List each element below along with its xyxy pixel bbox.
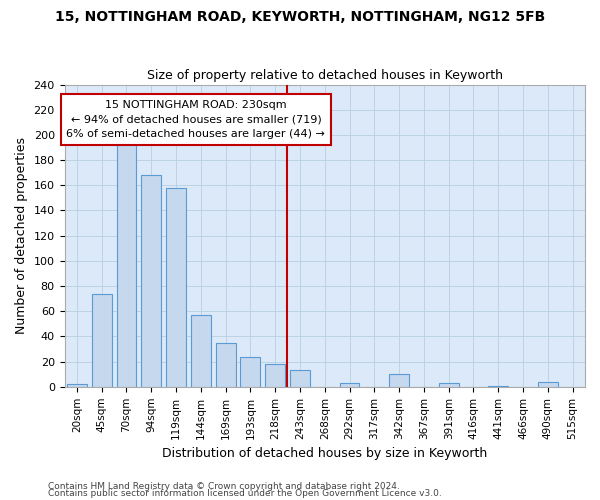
Title: Size of property relative to detached houses in Keyworth: Size of property relative to detached ho… (147, 69, 503, 82)
Bar (538, 382, 558, 387)
Bar (116, 138, 136, 387)
Bar (166, 188, 186, 387)
Bar (340, 383, 359, 387)
Bar (92, 294, 112, 387)
Text: 15 NOTTINGHAM ROAD: 230sqm
← 94% of detached houses are smaller (719)
6% of semi: 15 NOTTINGHAM ROAD: 230sqm ← 94% of deta… (67, 100, 325, 140)
Bar (265, 364, 285, 387)
Bar (241, 356, 260, 387)
Bar (67, 384, 87, 387)
Bar (142, 175, 161, 387)
Bar (191, 315, 211, 387)
Text: 15, NOTTINGHAM ROAD, KEYWORTH, NOTTINGHAM, NG12 5FB: 15, NOTTINGHAM ROAD, KEYWORTH, NOTTINGHA… (55, 10, 545, 24)
Bar (216, 342, 236, 387)
X-axis label: Distribution of detached houses by size in Keyworth: Distribution of detached houses by size … (162, 447, 487, 460)
Text: Contains public sector information licensed under the Open Government Licence v3: Contains public sector information licen… (48, 489, 442, 498)
Bar (389, 374, 409, 387)
Bar (290, 370, 310, 387)
Bar (439, 383, 458, 387)
Text: Contains HM Land Registry data © Crown copyright and database right 2024.: Contains HM Land Registry data © Crown c… (48, 482, 400, 491)
Bar (488, 386, 508, 387)
Y-axis label: Number of detached properties: Number of detached properties (15, 137, 28, 334)
